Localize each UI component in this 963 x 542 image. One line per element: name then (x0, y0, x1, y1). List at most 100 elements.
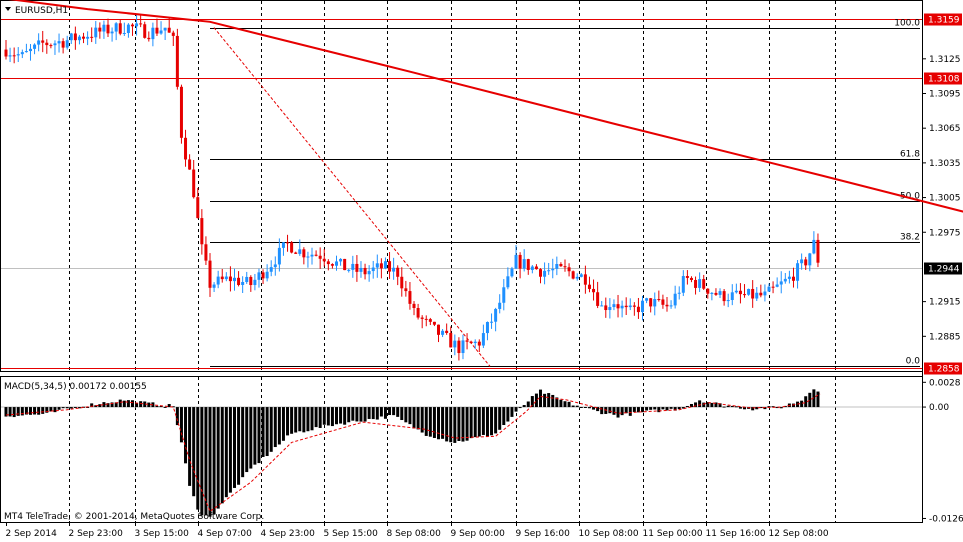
candle-body (204, 244, 208, 261)
macd-bar (551, 394, 555, 408)
macd-bar (298, 407, 302, 432)
candle-body (498, 302, 502, 309)
macd-bar (69, 407, 73, 409)
macd-bar (302, 407, 306, 433)
macd-bar (232, 407, 236, 488)
macd-bar (122, 400, 126, 408)
macd-bar (681, 407, 685, 409)
candle-body (257, 272, 261, 280)
macd-bar (518, 407, 522, 409)
macd-bar (718, 403, 722, 408)
macd-bar (167, 404, 171, 408)
macd-bar (432, 407, 436, 438)
candle-body (685, 276, 689, 278)
macd-bar (743, 407, 747, 410)
macd-bar (24, 407, 28, 415)
macd-bar (469, 407, 473, 439)
candle-body (506, 276, 510, 288)
macd-bar (143, 401, 147, 408)
macd-bar (636, 407, 640, 413)
macd-bar (241, 407, 245, 478)
candle-body (20, 52, 24, 55)
macd-bar (539, 389, 543, 408)
x-tick-label: 9 Sep 00:00 (451, 529, 506, 539)
candle-body (188, 159, 192, 170)
macd-bar (192, 407, 196, 497)
macd-bar (314, 407, 318, 428)
x-tick-label: 8 Sep 08:00 (387, 529, 442, 539)
candle-body (90, 36, 94, 38)
candle-body (518, 254, 522, 269)
macd-bar (714, 402, 718, 408)
candle-body (106, 24, 110, 34)
price-axis: 1.3125 1.3095 1.3065 1.3035 1.3005 1.2975 1.29… (922, 55, 961, 342)
macd-bar (583, 406, 587, 408)
macd-bar (608, 407, 612, 414)
candle-body (114, 23, 118, 32)
macd-bar (367, 407, 371, 419)
candle-body (143, 24, 147, 38)
fibonacci-retracement[interactable]: 100.0 61.8 50.0 38.2 0.0 (210, 19, 920, 367)
macd-bar (465, 407, 469, 441)
macd-bar (375, 407, 379, 420)
price-label-box (924, 13, 962, 26)
candle-body (65, 40, 69, 48)
candle-body (592, 288, 596, 293)
macd-bar (441, 407, 445, 439)
x-tick-label: 5 Sep 15:00 (324, 529, 379, 539)
dropdown-triangle-icon[interactable] (5, 7, 11, 11)
candle-body (677, 292, 681, 294)
macd-bar (543, 393, 547, 408)
x-tick-label: 4 Sep 07:00 (198, 529, 253, 539)
candle-body (412, 303, 416, 309)
macd-bar (449, 407, 453, 443)
candle-body (196, 197, 200, 219)
y-tick-label: 1.2915 (929, 298, 961, 308)
macd-bar (632, 407, 636, 412)
candle-body (706, 288, 710, 294)
macd-bar (571, 405, 575, 408)
macd-bar (379, 407, 383, 417)
symbol-title: EURUSD,H1 (15, 6, 68, 16)
candle-body (477, 341, 481, 346)
candle-body (649, 298, 653, 307)
candle-body (371, 267, 375, 272)
macd-bar (575, 405, 579, 408)
macd-bar (498, 407, 502, 430)
macd-bar (249, 407, 253, 469)
candle-body (355, 263, 359, 272)
candle-body (61, 41, 65, 48)
macd-bar (710, 402, 714, 408)
x-tick-label: 12 Sep 08:00 (769, 529, 829, 539)
candle-body (237, 277, 241, 285)
candle-body (530, 266, 534, 270)
candle-body (771, 286, 775, 288)
candle-body (49, 45, 53, 47)
candle-body (730, 292, 734, 301)
macd-bar (237, 407, 241, 485)
candle-body (33, 44, 37, 49)
candle-body (228, 276, 232, 282)
price-label: 1.2858 (928, 365, 960, 375)
candle-body (416, 308, 420, 318)
candle-body (212, 284, 216, 288)
macd-bar (37, 407, 41, 415)
macd-bar (685, 405, 689, 408)
candle-body (383, 261, 387, 269)
candle-body (400, 276, 404, 289)
price-label-box (924, 362, 962, 375)
candle-body (363, 267, 367, 275)
macd-bar (220, 407, 224, 504)
candle-body (37, 40, 41, 45)
candle-body (616, 304, 620, 309)
candle-body (657, 299, 661, 301)
candle-body (159, 30, 163, 34)
candle-body (547, 270, 551, 272)
candle-body (326, 261, 330, 265)
macd-axis: 0.0028 0.00 -0.0126 (922, 378, 963, 524)
macd-bar (257, 407, 261, 464)
macd-bar (416, 407, 420, 430)
macd-bar (408, 407, 412, 425)
